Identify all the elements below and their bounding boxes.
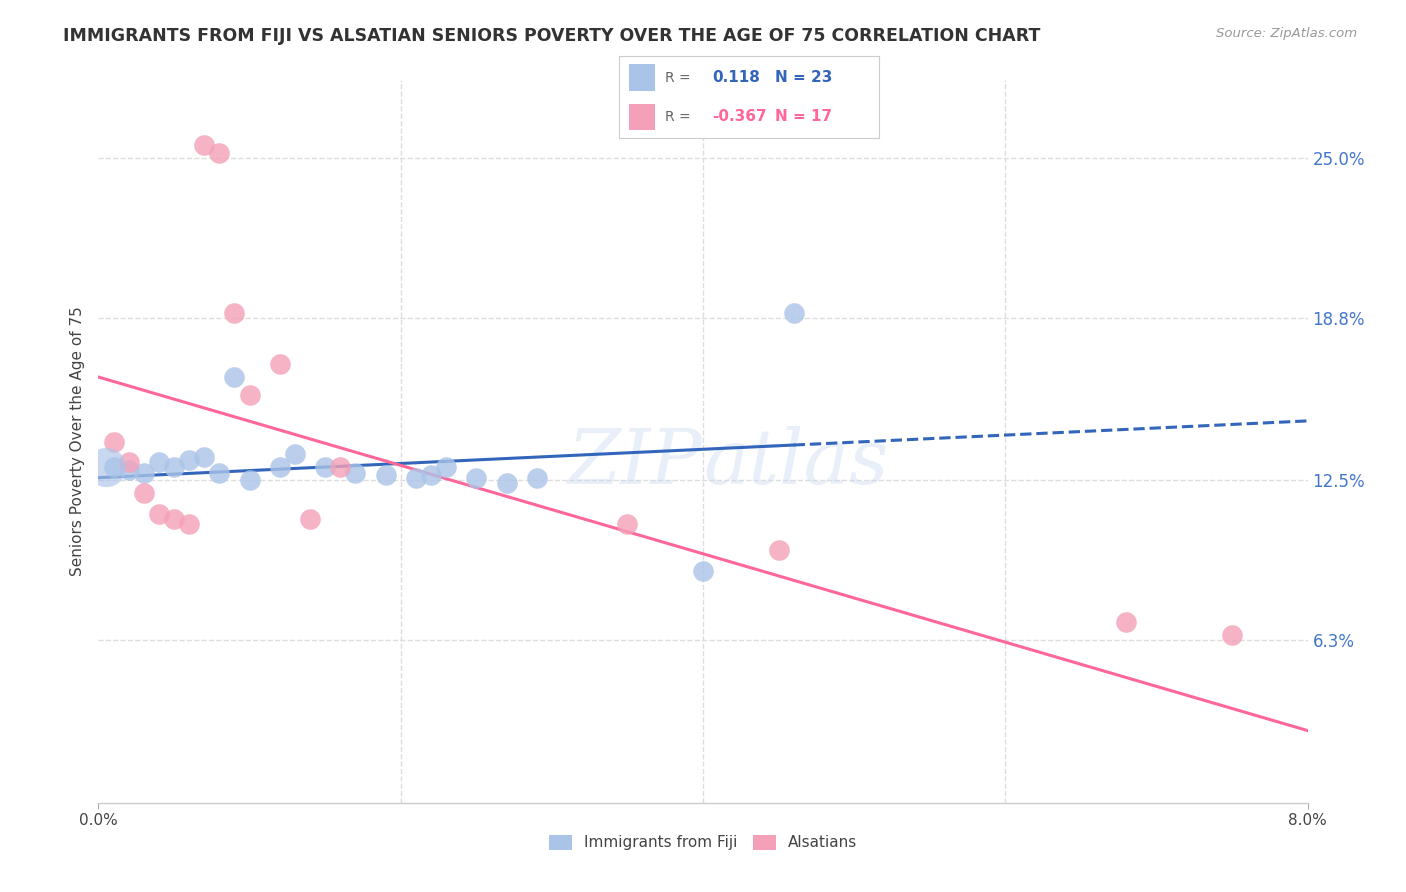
Point [434,460,457,475]
Point [299,512,322,526]
Point [374,468,396,483]
Text: R =: R = [665,110,692,124]
Text: 0.118: 0.118 [713,70,761,85]
Point [420,468,443,483]
Point [269,460,291,475]
Bar [628,64,655,91]
Point [132,486,155,500]
Point [1220,628,1243,642]
Point [179,517,201,532]
Text: N = 23: N = 23 [775,70,832,85]
Point [224,305,246,319]
Legend: Immigrants from Fiji, Alsatians: Immigrants from Fiji, Alsatians [543,829,863,856]
Point [208,145,231,160]
Point [768,542,790,557]
Point [405,471,427,485]
Point [1115,615,1137,630]
Point [148,507,170,521]
Text: R =: R = [665,70,692,85]
Point [239,388,262,402]
Point [344,466,367,480]
Point [103,434,125,449]
Bar [628,103,655,130]
Point [314,460,336,475]
Point [284,447,307,461]
Text: atlas: atlas [703,426,889,500]
Point [783,305,806,319]
Point [329,460,352,475]
Point [692,564,714,578]
Point [526,471,548,485]
Point [179,452,201,467]
Point [163,460,186,475]
Point [224,370,246,384]
Point [118,463,141,477]
Point [118,455,141,469]
Y-axis label: Seniors Poverty Over the Age of 75: Seniors Poverty Over the Age of 75 [69,307,84,576]
Point [103,460,125,475]
Point [495,475,517,490]
Point [208,466,231,480]
Point [239,473,262,487]
Point [193,137,215,152]
Point [193,450,215,464]
Point [269,357,291,371]
Point [163,512,186,526]
Point [148,455,170,469]
Text: -0.367: -0.367 [713,110,766,124]
Point [132,466,155,480]
Text: Source: ZipAtlas.com: Source: ZipAtlas.com [1216,27,1357,40]
Point [94,460,117,475]
Text: N = 17: N = 17 [775,110,832,124]
Text: ZIP: ZIP [568,426,703,500]
Text: IMMIGRANTS FROM FIJI VS ALSATIAN SENIORS POVERTY OVER THE AGE OF 75 CORRELATION : IMMIGRANTS FROM FIJI VS ALSATIAN SENIORS… [63,27,1040,45]
Point [465,471,488,485]
Point [616,517,638,532]
